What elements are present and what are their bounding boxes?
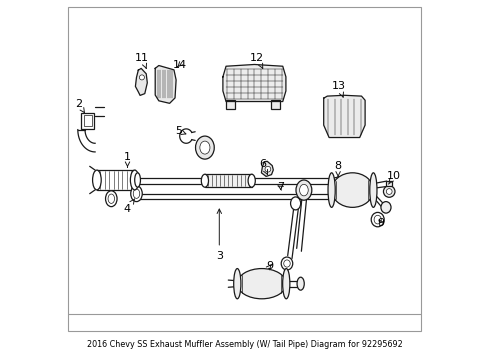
Ellipse shape	[281, 257, 292, 270]
Text: 3: 3	[215, 209, 223, 261]
Text: 7: 7	[276, 182, 284, 192]
Bar	[386, 181, 391, 186]
Text: 2016 Chevy SS Exhaust Muffler Assembly (W/ Tail Pipe) Diagram for 92295692: 2016 Chevy SS Exhaust Muffler Assembly (…	[86, 341, 402, 349]
Ellipse shape	[133, 189, 140, 198]
Text: 12: 12	[249, 53, 264, 68]
Text: 2: 2	[75, 99, 84, 113]
Ellipse shape	[290, 197, 300, 210]
Polygon shape	[223, 64, 285, 102]
Ellipse shape	[295, 180, 311, 200]
Bar	[81, 113, 94, 129]
Polygon shape	[261, 161, 273, 176]
Polygon shape	[155, 66, 176, 103]
Ellipse shape	[369, 173, 376, 207]
Ellipse shape	[331, 173, 373, 207]
Text: 1: 1	[124, 152, 131, 167]
Text: 14: 14	[172, 60, 186, 70]
Ellipse shape	[92, 170, 101, 190]
Circle shape	[383, 186, 394, 197]
Ellipse shape	[283, 260, 289, 267]
Bar	[204, 174, 251, 187]
Text: 5: 5	[175, 126, 185, 136]
Text: 9: 9	[377, 218, 384, 228]
Ellipse shape	[195, 136, 214, 159]
Text: 4: 4	[123, 199, 134, 214]
Ellipse shape	[105, 191, 117, 207]
Ellipse shape	[108, 194, 114, 203]
Ellipse shape	[380, 202, 390, 213]
Text: 10: 10	[386, 171, 400, 184]
Text: 11: 11	[135, 53, 148, 68]
Ellipse shape	[373, 215, 381, 224]
Ellipse shape	[327, 173, 335, 207]
Circle shape	[386, 189, 391, 194]
Ellipse shape	[370, 212, 384, 227]
Text: 13: 13	[331, 81, 345, 97]
Bar	[271, 100, 280, 109]
Ellipse shape	[296, 277, 304, 290]
Ellipse shape	[233, 269, 241, 299]
Bar	[83, 115, 92, 126]
Ellipse shape	[282, 269, 289, 299]
Ellipse shape	[247, 174, 255, 187]
Ellipse shape	[130, 170, 139, 190]
Polygon shape	[323, 95, 365, 138]
Ellipse shape	[130, 186, 142, 202]
Text: 6: 6	[259, 159, 267, 175]
Ellipse shape	[237, 269, 285, 299]
Circle shape	[139, 75, 144, 80]
Ellipse shape	[299, 184, 307, 196]
Ellipse shape	[134, 173, 140, 187]
Bar	[226, 100, 235, 109]
Circle shape	[264, 166, 270, 172]
Ellipse shape	[200, 141, 209, 154]
Text: 9: 9	[265, 261, 273, 271]
Polygon shape	[135, 68, 147, 95]
Bar	[97, 170, 134, 190]
Ellipse shape	[201, 174, 208, 187]
Text: 8: 8	[334, 161, 341, 176]
